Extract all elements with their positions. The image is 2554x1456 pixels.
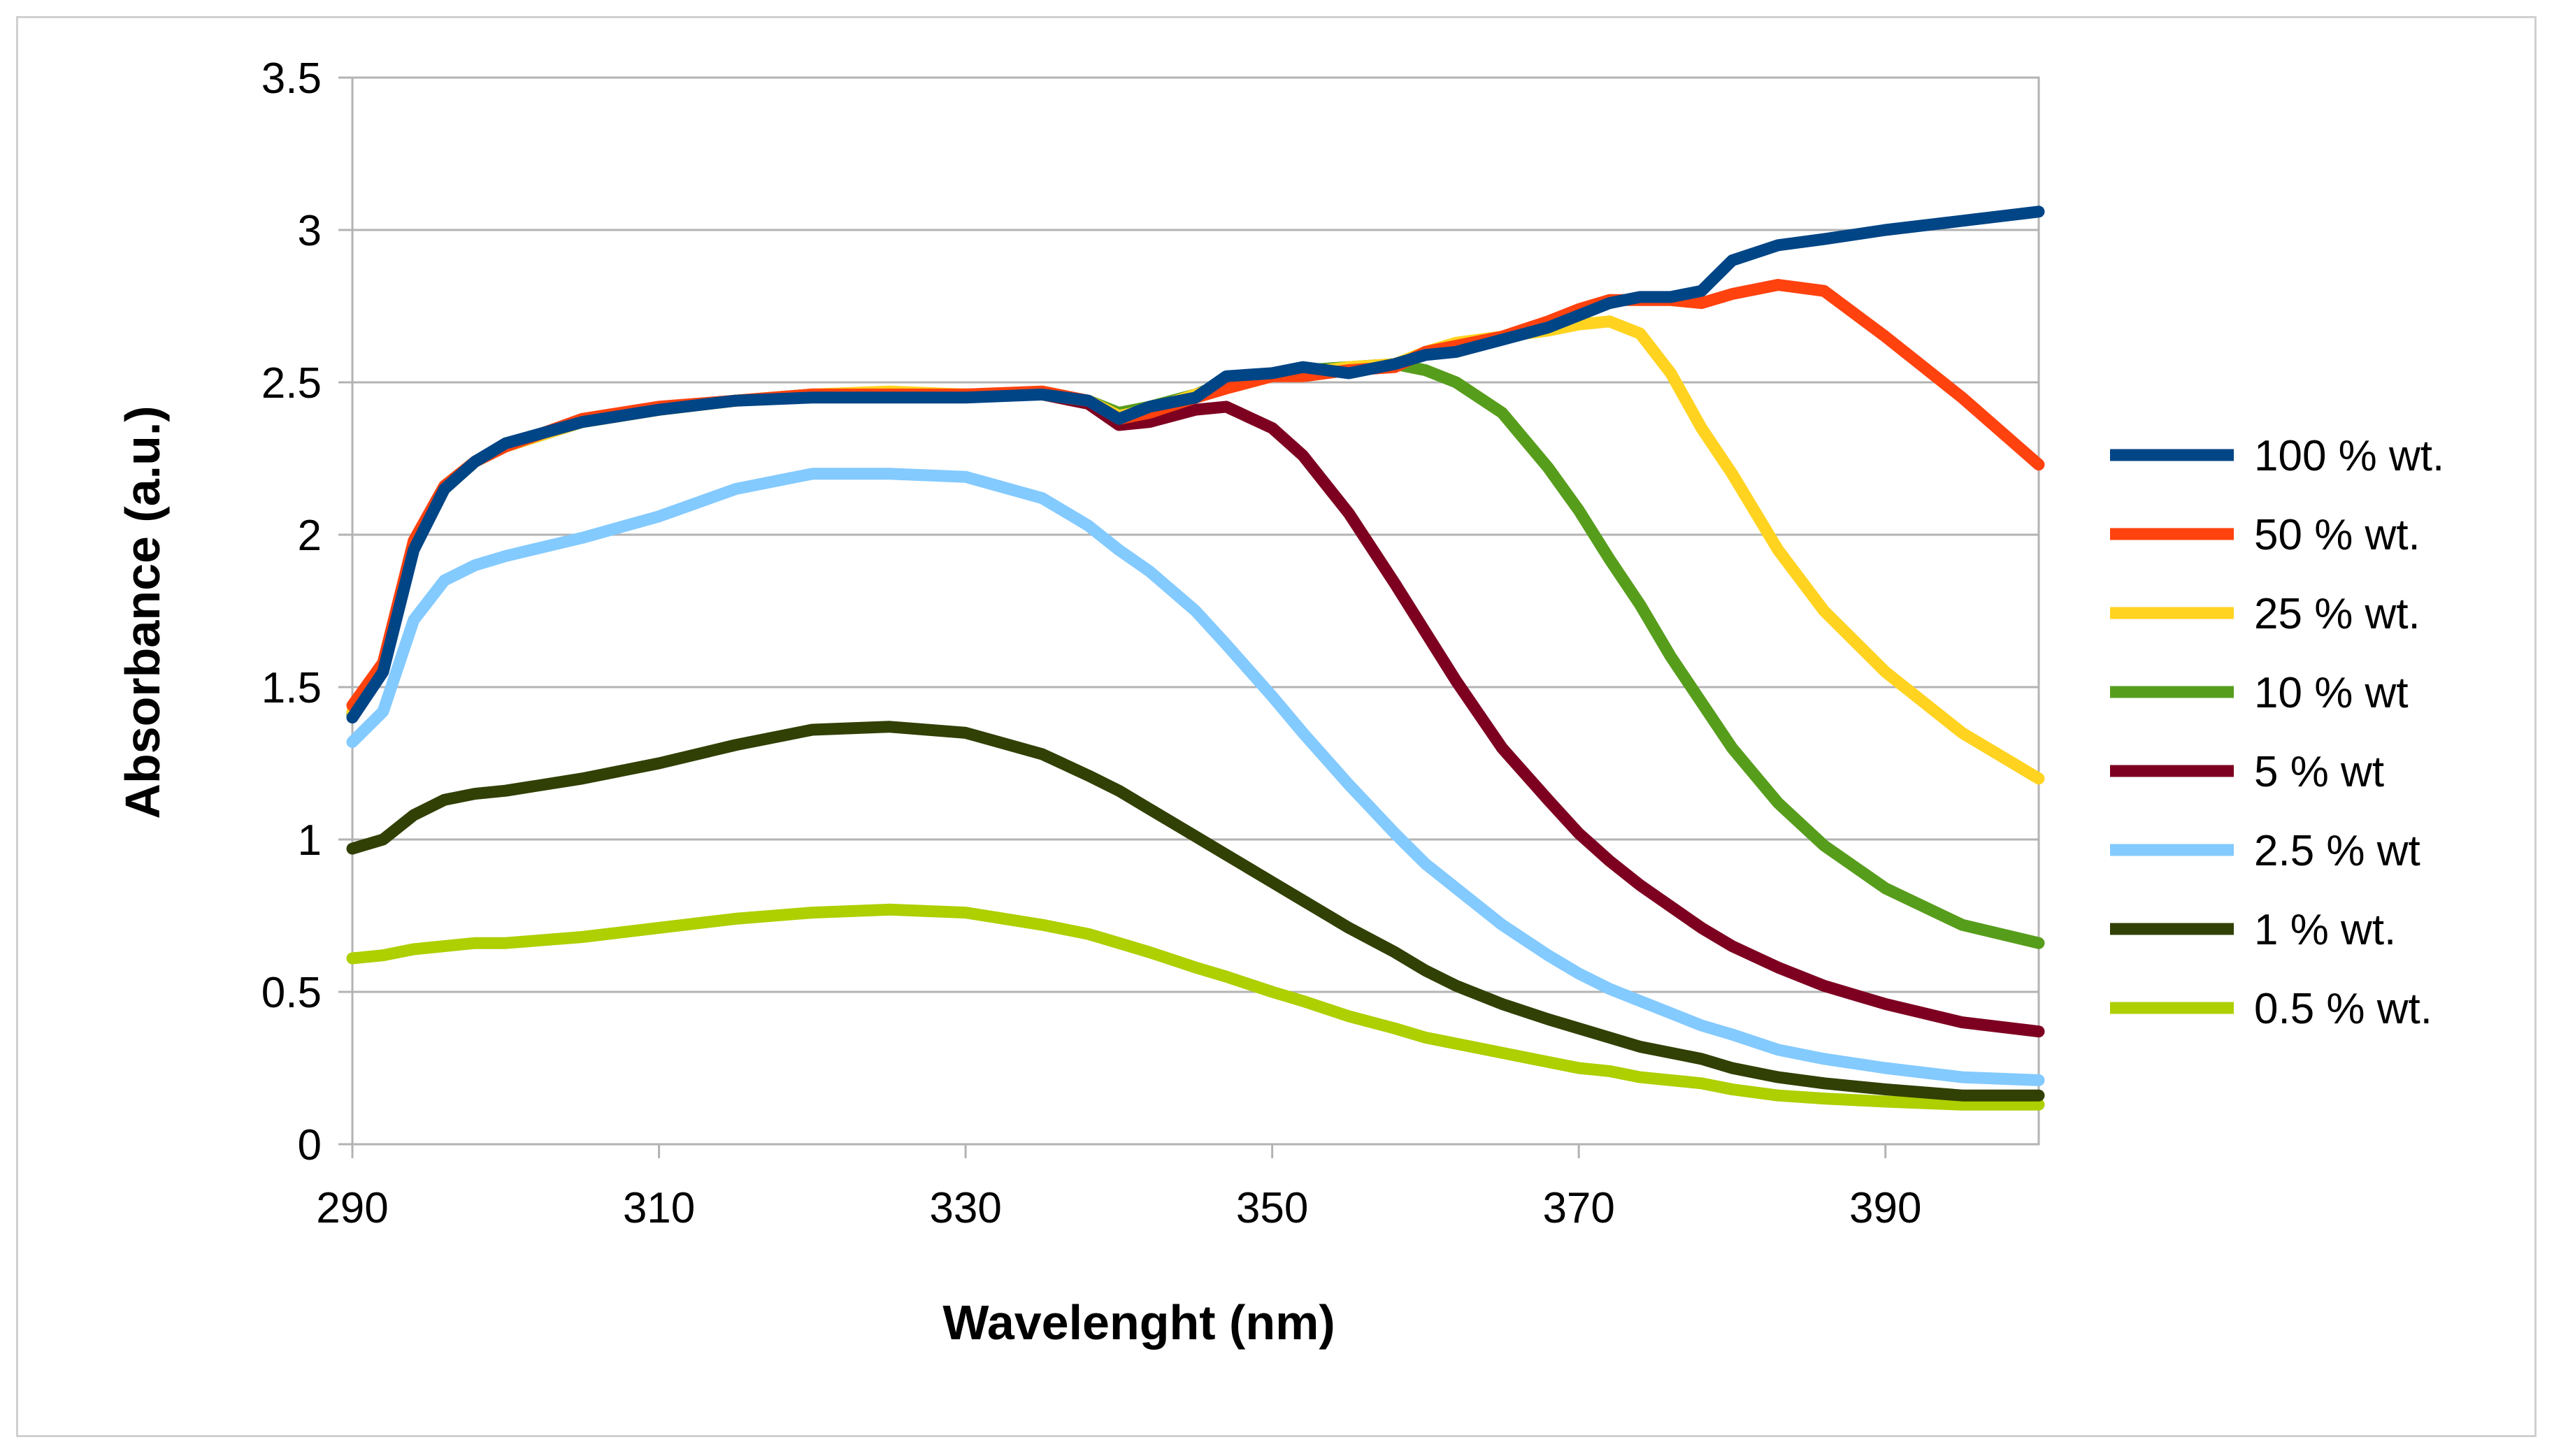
series-line-2.5-wt [346, 468, 2045, 1086]
x-axis-title: Wavelenght (nm) [942, 1295, 1335, 1350]
legend-label: 50 % wt. [2254, 511, 2420, 559]
series-line-100-wt. [346, 206, 2045, 724]
y-tick-label: 3.5 [261, 55, 322, 103]
x-tick-label: 330 [929, 1184, 1001, 1232]
x-tick-label: 370 [1542, 1184, 1614, 1232]
y-tick-label: 1.5 [261, 664, 322, 712]
legend-item: 25 % wt. [2110, 590, 2420, 638]
legend-item: 0.5 % wt. [2110, 985, 2432, 1033]
legend-label: 2.5 % wt [2254, 827, 2420, 875]
legend-label: 100 % wt. [2254, 432, 2444, 480]
x-tick-label: 350 [1236, 1184, 1308, 1232]
legend-item: 10 % wt [2110, 669, 2409, 717]
x-tick-label: 310 [623, 1184, 695, 1232]
plot-border [351, 76, 2040, 1146]
legend: 100 % wt. 50 % wt. 25 % wt. 10 % wt 5 % wt 2.… [2110, 432, 2444, 1033]
legend-item: 5 % wt [2110, 748, 2384, 796]
legend-label: 10 % wt [2254, 669, 2409, 717]
y-axis-ticks: 0 0.5 1 1.5 2 2.5 3 3.5 [261, 55, 352, 1169]
y-tick-label: 2.5 [261, 359, 322, 408]
series-lines [346, 206, 2045, 1111]
y-tick-label: 3 [298, 207, 322, 255]
legend-label: 0.5 % wt. [2254, 985, 2432, 1033]
series-line-0.5-wt. [346, 903, 2045, 1111]
y-tick-label: 0 [298, 1121, 322, 1169]
y-tick-label: 1 [298, 816, 322, 865]
legend-item: 2.5 % wt [2110, 827, 2420, 875]
legend-label: 5 % wt [2254, 748, 2384, 796]
legend-label: 25 % wt. [2254, 590, 2420, 638]
y-tick-label: 0.5 [261, 969, 322, 1017]
y-tick-label: 2 [298, 512, 322, 560]
series-line-1-wt. [346, 721, 2045, 1102]
legend-item: 1 % wt. [2110, 906, 2396, 954]
y-axis-title: Absorbance (a.u.) [115, 405, 170, 819]
x-axis-ticks: 290 310 330 350 370 390 [316, 1144, 1921, 1232]
legend-label: 1 % wt. [2254, 906, 2396, 954]
x-tick-label: 390 [1849, 1184, 1921, 1232]
legend-item: 100 % wt. [2110, 432, 2444, 480]
plot-area: 0 0.5 1 1.5 2 2.5 3 3.5 290 310 330 350 370 390 [261, 55, 2045, 1232]
x-tick-label: 290 [316, 1184, 388, 1232]
legend-item: 50 % wt. [2110, 511, 2420, 559]
